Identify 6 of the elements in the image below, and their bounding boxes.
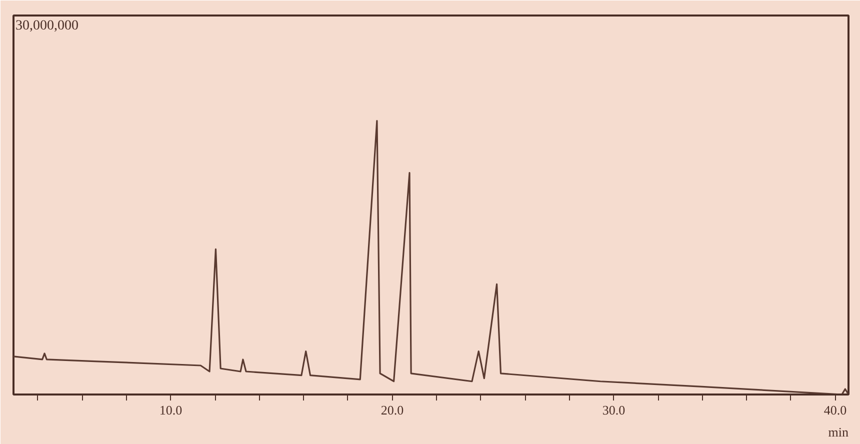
x-tick-label: 30.0 [602,402,626,418]
x-tick-label: 20.0 [380,402,404,418]
text: 30,000,000 [16,18,78,34]
x-tick-label: 10.0 [159,402,182,418]
x-axis-title: min [828,424,849,440]
x-tick-label: 40.0 [824,402,847,418]
